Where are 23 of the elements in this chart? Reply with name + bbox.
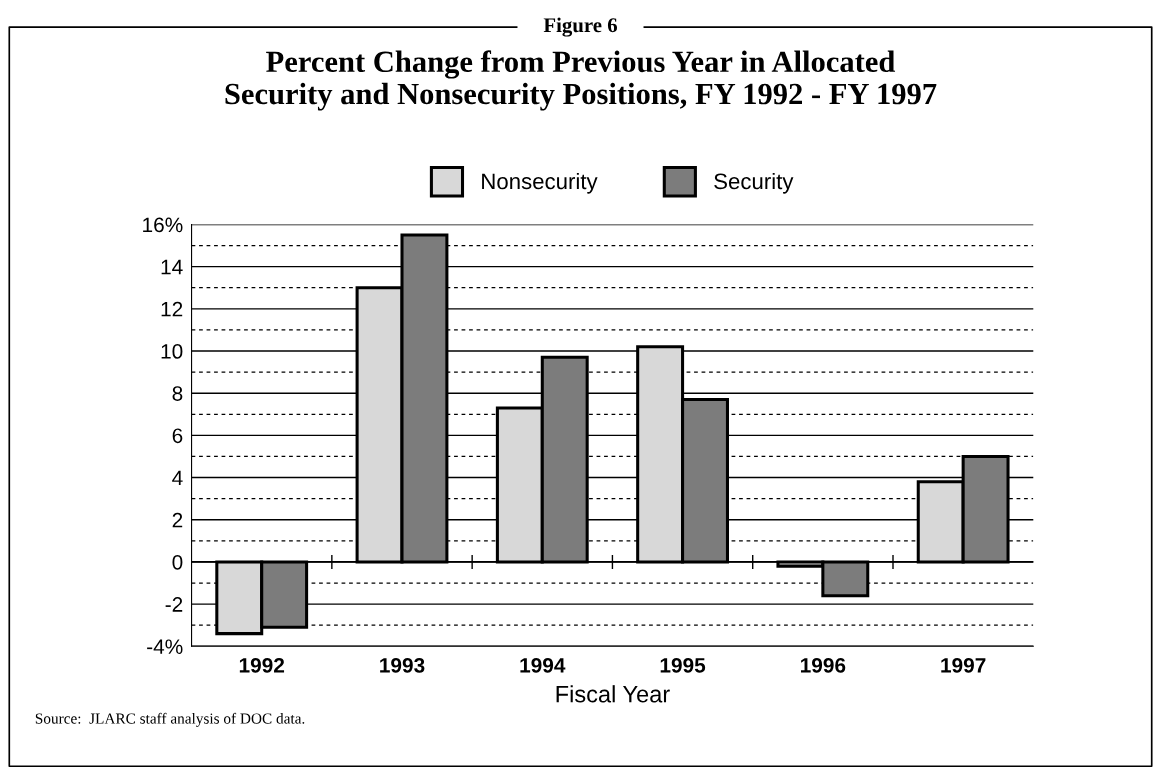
y-tick-label: 4 (172, 470, 183, 486)
x-tick-label: 1992 (239, 657, 285, 673)
legend-label: Nonsecurity (482, 172, 598, 194)
x-tick-label: 1997 (941, 657, 986, 673)
y-tick-label: 0 (172, 554, 183, 570)
y-tick-label: 8 (172, 386, 183, 401)
legend-label: Security (714, 172, 794, 194)
y-tick-label: 12 (161, 301, 183, 317)
x-tick-label: 1993 (380, 657, 425, 673)
caption: Figure 6 (543, 17, 618, 37)
x-tick-label: 1994 (520, 657, 566, 673)
y-tick-label: 14 (161, 259, 183, 275)
y-tick-label: 16% (143, 217, 183, 233)
y-tick-label: 6 (172, 428, 183, 444)
chart-title: Percent Change from Previous Year in Allocated Security and Nonsecurity Positions, FY 1992 - FY 1997 (225, 50, 937, 111)
y-tick-label: -2 (165, 597, 183, 612)
x-tick-label: 1996 (801, 657, 846, 673)
x-tick-label: 1995 (660, 657, 706, 673)
x-axis-title: Fiscal Year (556, 685, 670, 703)
y-tick-label: 10 (161, 344, 183, 359)
y-tick-label: 2 (172, 512, 183, 528)
y-tick-label: -4% (147, 639, 183, 654)
source-note: Source: JLARC staff analysis of DOC data. (35, 712, 305, 727)
